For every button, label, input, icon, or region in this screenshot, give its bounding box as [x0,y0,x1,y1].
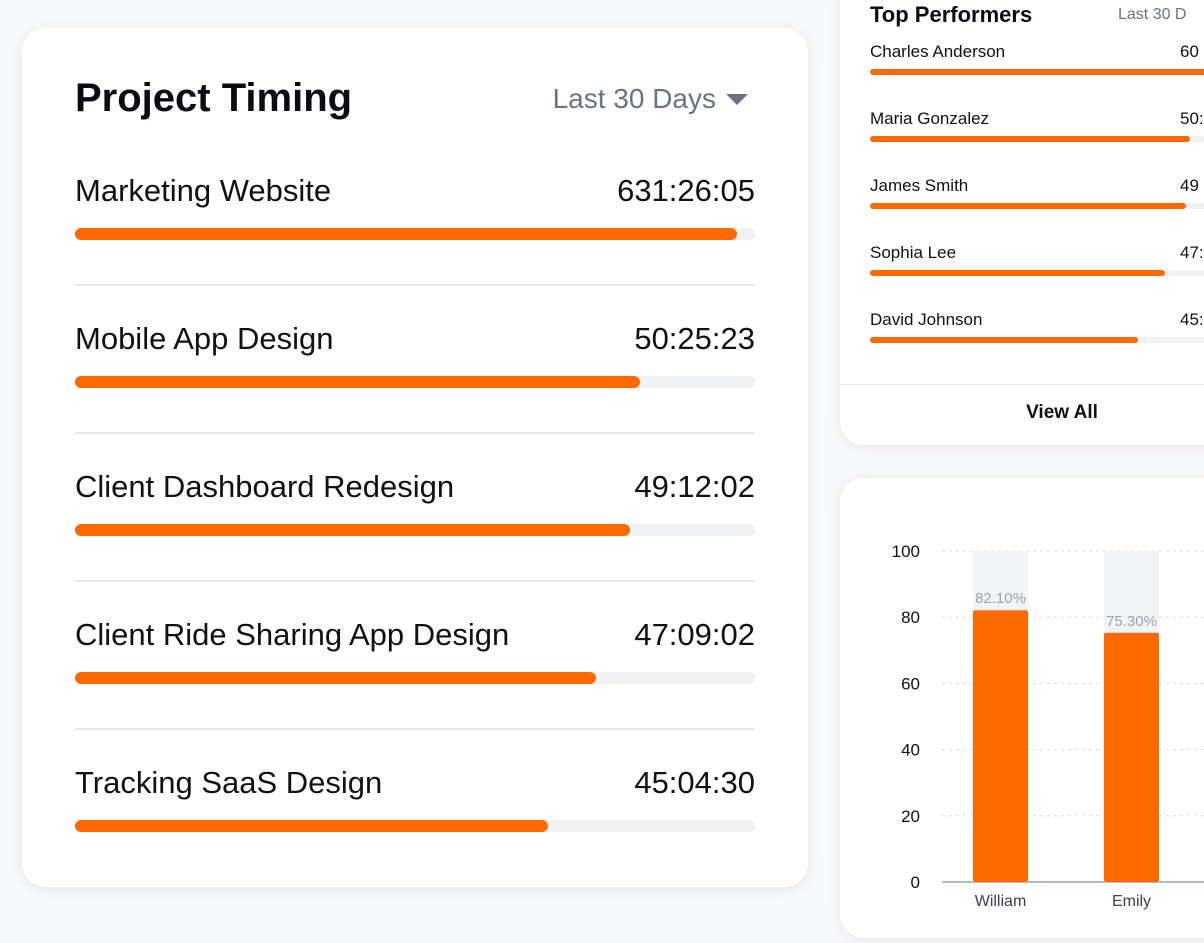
card-title: Project Timing [75,76,353,120]
performer-row: Sophia Lee 47: [870,243,1204,310]
performer-time: 60 [1180,42,1199,61]
performer-row: Charles Anderson 60 [870,42,1204,109]
performer-row: Maria Gonzalez 50: [870,109,1204,176]
project-time: 631:26:05 [617,173,755,208]
progress-fill [75,524,630,536]
progress-fill [75,820,549,832]
project-time: 47:09:02 [634,617,755,652]
divider [75,284,755,286]
progress-fill [75,228,738,240]
performer-row: James Smith 49 [870,176,1204,243]
x-tick-label: William [975,893,1027,910]
date-range-dropdown[interactable]: Last 30 D [1118,6,1187,23]
data-label: 82.10% [975,590,1026,607]
performer-name: David Johnson [870,310,983,329]
divider [75,728,755,730]
card-title: Top Performers [870,2,1033,27]
progress-bar [870,203,1204,209]
progress-bar [75,524,755,536]
project-time: 49:12:02 [634,469,755,504]
date-range-dropdown[interactable]: Last 30 Days [553,83,748,115]
project-name: Mobile App Design [75,321,334,356]
project-timing-card: Project Timing Last 30 Days Marketing We… [22,28,808,887]
performer-name: Sophia Lee [870,243,957,262]
bar [1104,632,1159,882]
progress-fill [870,270,1165,276]
project-time: 45:04:30 [634,765,755,800]
performer-time: 45: [1180,310,1204,329]
y-tick-label: 80 [901,608,920,627]
project-row: Mobile App Design 50:25:23 [75,321,755,469]
caret-down-icon [726,93,748,105]
performer-name: Charles Anderson [870,42,1006,61]
y-tick-label: 0 [911,873,920,892]
project-time: 50:25:23 [634,321,755,356]
project-row: Tracking SaaS Design 45:04:30 [75,765,755,913]
progress-bar [870,337,1204,343]
progress-fill [75,672,596,684]
performer-time: 50: [1180,109,1204,128]
performer-name: James Smith [870,176,969,195]
y-tick-label: 60 [901,674,920,693]
x-tick-label: Emily [1112,893,1151,910]
performer-time: 49 [1180,176,1199,195]
divider [75,580,755,582]
progress-bar [75,228,755,240]
divider [75,432,755,434]
view-all-button[interactable]: View All [1026,402,1098,423]
date-range-label: Last 30 Days [552,83,716,114]
progress-bar [870,136,1204,142]
project-row: Client Ride Sharing App Design 47:09:02 [75,617,755,765]
progress-bar [870,69,1204,75]
bar [973,610,1028,882]
performance-chart-card: 0 20 40 60 80 100 82.10% William 75.30% Emily [840,478,1204,938]
project-row: Client Dashboard Redesign 49:12:02 [75,469,755,617]
progress-fill [870,136,1190,142]
project-name: Marketing Website [75,173,332,208]
performer-time: 47: [1180,243,1204,262]
progress-fill [870,203,1186,209]
project-name: Client Dashboard Redesign [75,469,455,504]
y-tick-label: 100 [892,542,920,561]
top-performers-card: Top Performers Last 30 D Charles Anderso… [840,0,1204,445]
progress-fill [75,376,641,388]
y-tick-label: 20 [901,807,920,826]
progress-bar [75,820,755,832]
progress-bar [870,270,1204,276]
bar-chart: 0 20 40 60 80 100 82.10% William 75.30% Emily [892,542,1204,910]
progress-bar [75,376,755,388]
performer-row: David Johnson 45: [870,310,1204,377]
project-name: Client Ride Sharing App Design [75,617,510,652]
progress-fill [870,69,1204,75]
progress-bar [75,672,755,684]
data-label: 75.30% [1106,613,1157,630]
divider [840,384,1204,385]
progress-fill [870,337,1138,343]
y-tick-label: 40 [901,741,920,760]
performer-name: Maria Gonzalez [870,109,990,128]
project-name: Tracking SaaS Design [75,765,383,800]
project-row: Marketing Website 631:26:05 [75,173,755,321]
